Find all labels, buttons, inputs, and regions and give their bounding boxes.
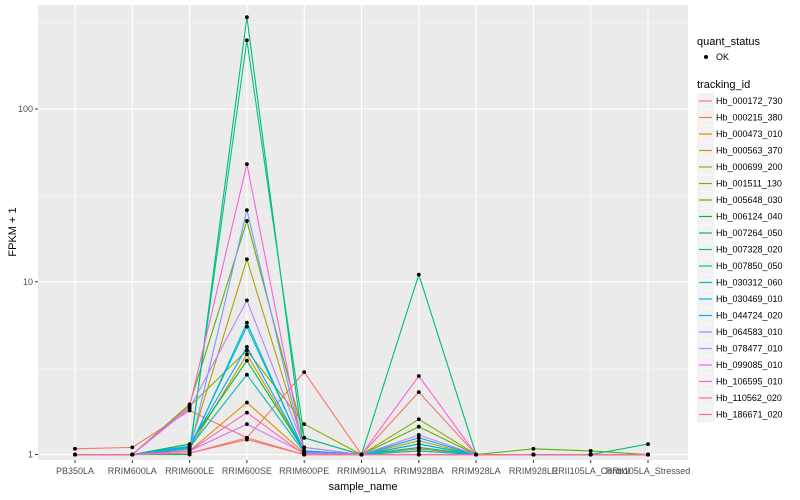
data-point — [245, 348, 249, 353]
legend-label: Hb_078477_010 — [716, 344, 783, 354]
data-point — [646, 452, 650, 457]
data-point — [531, 446, 536, 451]
data-point — [416, 435, 421, 440]
series-points — [73, 15, 650, 457]
data-point — [245, 422, 249, 426]
data-point — [416, 452, 421, 457]
x-tick-label: RRIM928LE — [509, 466, 558, 476]
x-tick-label: RRII105LA_Control — [552, 466, 630, 476]
data-point — [416, 449, 421, 453]
legend-label: Hb_007264_050 — [716, 228, 783, 238]
data-point — [588, 452, 593, 457]
x-tick-label: RRIM901LA — [337, 466, 386, 476]
data-point — [245, 298, 249, 303]
data-point — [245, 410, 249, 415]
data-point — [416, 374, 421, 378]
x-tick-label: RRII105LA_Stressed — [606, 466, 691, 476]
legend-label: Hb_030469_010 — [716, 294, 783, 304]
data-point — [416, 445, 421, 450]
data-point — [416, 272, 421, 277]
color-legend-items: Hb_000172_730 Hb_000215_380 Hb_000473_010 H… — [697, 93, 783, 423]
shape-legend-title: quant_status — [697, 36, 760, 48]
legend-label: Hb_064583_010 — [716, 327, 783, 337]
legend-label: Hb_000473_010 — [716, 129, 783, 139]
legend-label: Hb_000215_380 — [716, 113, 783, 123]
data-point — [73, 446, 77, 451]
data-point — [187, 444, 192, 448]
data-point — [245, 320, 249, 325]
data-point — [416, 417, 421, 422]
data-point — [245, 352, 249, 357]
data-point — [302, 422, 307, 426]
data-point — [73, 452, 77, 457]
color-legend-title: tracking_id — [697, 79, 750, 91]
x-axis: PB350LA RRIM600LA RRIM600LE RRIM600SE RRIM60… — [56, 460, 690, 476]
data-point — [531, 452, 536, 457]
shape-legend-label: OK — [716, 52, 729, 62]
legend-label: Hb_099085_010 — [716, 360, 783, 370]
y-tick-label: 100 — [18, 104, 33, 114]
data-point — [245, 358, 249, 363]
data-point — [359, 452, 364, 457]
data-point — [130, 445, 135, 450]
data-point — [302, 435, 307, 440]
x-tick-label: PB350LA — [56, 466, 94, 476]
x-axis-title: sample_name — [328, 481, 397, 493]
y-tick-label: 1 — [28, 450, 33, 460]
data-point — [588, 449, 593, 453]
legend-label: Hb_007850_050 — [716, 261, 783, 271]
legend-label: Hb_007328_020 — [716, 245, 783, 255]
shape-legend-key — [704, 55, 708, 59]
data-point — [302, 370, 307, 374]
x-tick-label: RRIM600PE — [279, 466, 329, 476]
legend-label: Hb_030312_060 — [716, 278, 783, 288]
panel-background — [38, 5, 688, 460]
data-point — [646, 442, 650, 446]
legend-label: Hb_000699_200 — [716, 162, 783, 172]
data-point — [187, 451, 192, 455]
x-tick-label: RRIM600LE — [165, 466, 214, 476]
y-axis-title: FPKM + 1 — [7, 207, 19, 256]
data-point — [416, 442, 421, 446]
data-point — [416, 433, 421, 437]
data-point — [245, 324, 249, 329]
x-tick-label: RRIM600LA — [108, 466, 157, 476]
legend-label: Hb_044724_020 — [716, 311, 783, 321]
data-point — [416, 439, 421, 443]
data-point — [245, 219, 249, 223]
data-point — [245, 38, 249, 43]
x-tick-label: RRIM928BA — [394, 466, 444, 476]
data-point — [474, 452, 478, 457]
data-point — [302, 452, 307, 457]
data-point — [245, 15, 249, 20]
legend-label: Hb_006124_040 — [716, 212, 783, 222]
legend-label: Hb_110562_020 — [716, 393, 782, 403]
legend: quant_status OK tracking_id Hb_000172_73… — [697, 36, 783, 423]
legend-label: Hb_106595_010 — [716, 377, 783, 387]
y-tick-label: 10 — [23, 277, 33, 287]
data-point — [245, 400, 249, 405]
x-tick-label: RRIM928LA — [452, 466, 501, 476]
data-point — [416, 424, 421, 429]
grid-lines — [38, 5, 688, 460]
legend-label: Hb_000563_370 — [716, 146, 783, 156]
data-point — [245, 372, 249, 377]
legend-label: Hb_001511_130 — [716, 179, 782, 189]
x-tick-label: RRIM600SE — [222, 466, 272, 476]
data-point — [245, 345, 249, 349]
data-point — [245, 257, 249, 262]
data-point — [416, 390, 421, 394]
legend-label: Hb_186671_020 — [716, 410, 783, 420]
legend-label: Hb_000172_730 — [716, 96, 783, 106]
data-point — [130, 452, 135, 457]
legend-label: Hb_005648_030 — [716, 195, 783, 205]
data-point — [245, 208, 249, 213]
data-point — [302, 445, 307, 450]
y-axis: 1 10 100 — [18, 104, 38, 460]
data-point — [245, 435, 249, 440]
data-point — [245, 162, 249, 167]
data-point — [187, 404, 192, 409]
